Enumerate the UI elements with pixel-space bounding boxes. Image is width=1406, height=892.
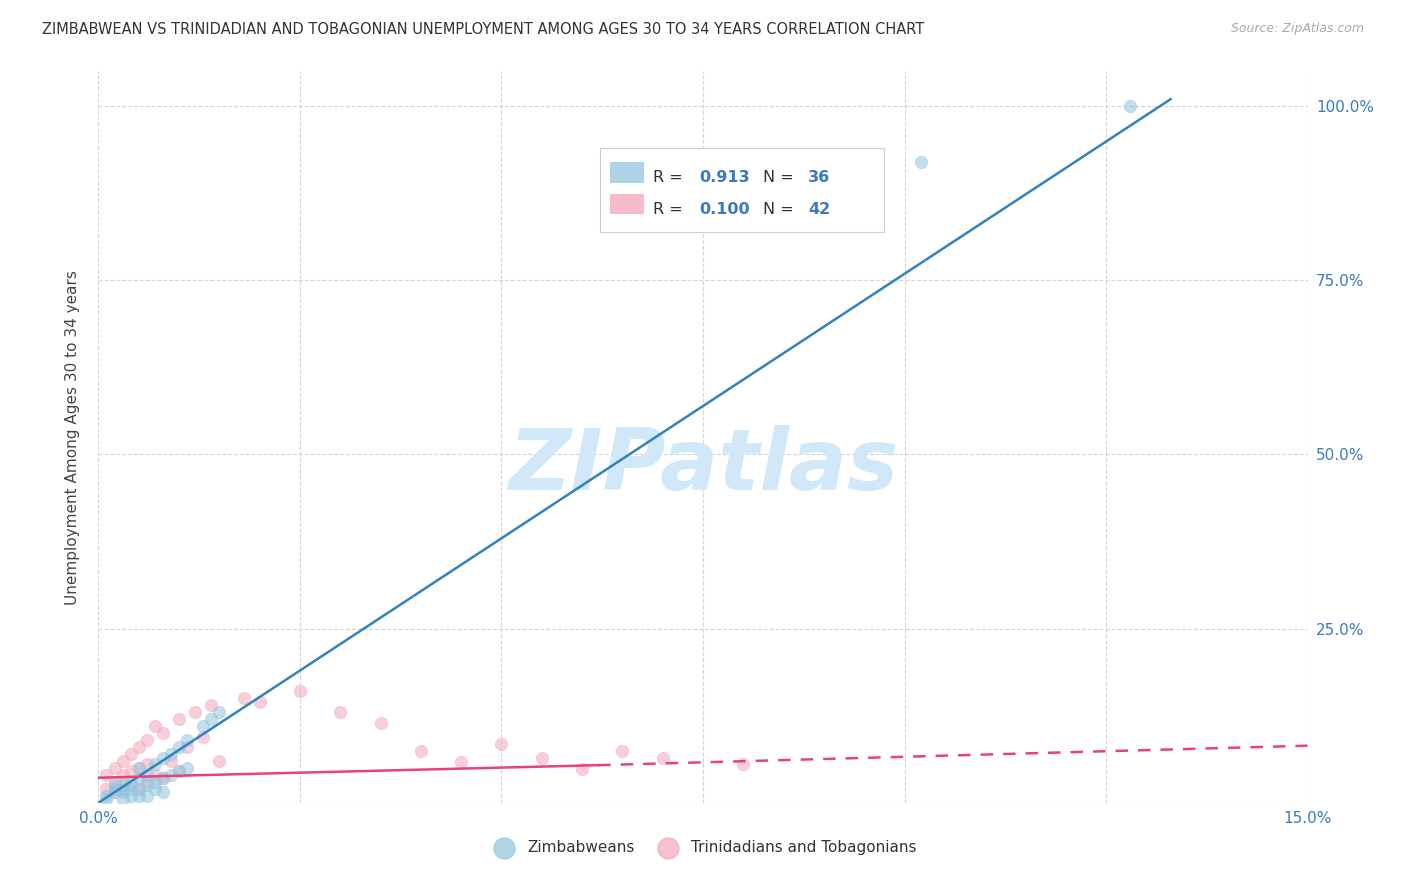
Point bbox=[135, 768, 157, 782]
FancyBboxPatch shape bbox=[610, 162, 644, 183]
Point bbox=[143, 719, 166, 733]
Point bbox=[193, 730, 215, 744]
Point bbox=[176, 761, 198, 775]
Point bbox=[167, 712, 190, 726]
Point bbox=[571, 763, 593, 777]
Text: 42: 42 bbox=[808, 202, 831, 217]
Point bbox=[329, 705, 352, 719]
Point bbox=[200, 712, 222, 726]
Point bbox=[120, 747, 142, 761]
Text: R =: R = bbox=[654, 202, 689, 217]
Point bbox=[152, 772, 174, 786]
Point bbox=[208, 705, 231, 719]
Point bbox=[208, 754, 231, 768]
Point bbox=[135, 778, 157, 792]
Point bbox=[167, 764, 190, 779]
Point bbox=[120, 764, 142, 779]
Point bbox=[120, 778, 142, 792]
Point bbox=[160, 747, 183, 761]
Point bbox=[370, 715, 392, 730]
Point bbox=[135, 757, 157, 772]
Point bbox=[152, 726, 174, 740]
Point bbox=[143, 781, 166, 796]
Text: 0.913: 0.913 bbox=[699, 170, 749, 186]
Point bbox=[103, 775, 125, 789]
Point bbox=[176, 733, 198, 747]
Text: ZIPatlas: ZIPatlas bbox=[508, 425, 898, 508]
Point bbox=[530, 750, 553, 764]
Point bbox=[96, 792, 118, 806]
Point bbox=[612, 743, 634, 757]
Point bbox=[135, 775, 157, 789]
Point bbox=[651, 750, 673, 764]
Text: N =: N = bbox=[763, 170, 800, 186]
Y-axis label: Unemployment Among Ages 30 to 34 years: Unemployment Among Ages 30 to 34 years bbox=[65, 269, 80, 605]
Point bbox=[128, 789, 150, 803]
Point bbox=[135, 733, 157, 747]
Point bbox=[152, 785, 174, 799]
Point bbox=[143, 768, 166, 782]
Point bbox=[120, 789, 142, 803]
Point bbox=[103, 778, 125, 792]
Point bbox=[143, 757, 166, 772]
Point bbox=[96, 789, 118, 803]
Point bbox=[232, 691, 254, 706]
Legend: Zimbabweans, Trinidadians and Tobagonians: Zimbabweans, Trinidadians and Tobagonian… bbox=[484, 834, 922, 861]
Point bbox=[200, 698, 222, 713]
Text: N =: N = bbox=[763, 202, 800, 217]
Text: 36: 36 bbox=[808, 170, 831, 186]
Point bbox=[160, 754, 183, 768]
Point bbox=[409, 743, 432, 757]
Point bbox=[176, 740, 198, 755]
FancyBboxPatch shape bbox=[600, 148, 884, 232]
Point bbox=[128, 761, 150, 775]
Point bbox=[135, 789, 157, 803]
Point bbox=[160, 768, 183, 782]
Point bbox=[491, 737, 513, 751]
Text: ZIMBABWEAN VS TRINIDADIAN AND TOBAGONIAN UNEMPLOYMENT AMONG AGES 30 TO 34 YEARS : ZIMBABWEAN VS TRINIDADIAN AND TOBAGONIAN… bbox=[42, 22, 924, 37]
Text: 0.100: 0.100 bbox=[699, 202, 749, 217]
Point bbox=[111, 781, 134, 796]
Point bbox=[111, 785, 134, 799]
Point bbox=[96, 768, 118, 782]
Point bbox=[193, 719, 215, 733]
Point bbox=[128, 740, 150, 755]
Point bbox=[103, 781, 125, 796]
Point bbox=[103, 785, 125, 799]
Point bbox=[128, 781, 150, 796]
Point bbox=[103, 761, 125, 775]
Point bbox=[111, 792, 134, 806]
Point bbox=[111, 754, 134, 768]
Point bbox=[111, 768, 134, 782]
Point bbox=[128, 761, 150, 775]
Point bbox=[96, 781, 118, 796]
Point bbox=[152, 772, 174, 786]
Point bbox=[111, 781, 134, 796]
Point bbox=[167, 740, 190, 755]
Point bbox=[249, 695, 271, 709]
Point bbox=[143, 775, 166, 789]
FancyBboxPatch shape bbox=[610, 194, 644, 214]
Point bbox=[103, 785, 125, 799]
Text: R =: R = bbox=[654, 170, 689, 186]
Point bbox=[450, 756, 472, 770]
Point bbox=[167, 764, 190, 779]
Point bbox=[733, 757, 755, 772]
Point bbox=[128, 772, 150, 786]
Text: Source: ZipAtlas.com: Source: ZipAtlas.com bbox=[1230, 22, 1364, 36]
Point bbox=[288, 684, 311, 698]
Point bbox=[128, 781, 150, 796]
Point bbox=[910, 155, 932, 169]
Point bbox=[120, 775, 142, 789]
Point bbox=[152, 750, 174, 764]
Point bbox=[111, 778, 134, 792]
Point bbox=[1119, 99, 1142, 113]
Point bbox=[120, 781, 142, 796]
Point bbox=[184, 705, 207, 719]
